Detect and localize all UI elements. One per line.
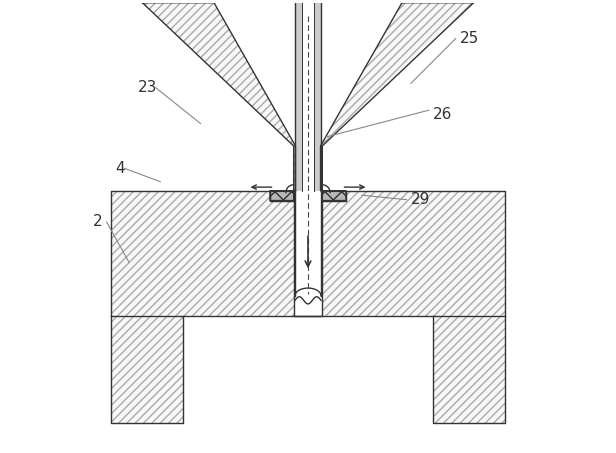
Polygon shape xyxy=(142,3,296,201)
Text: 25: 25 xyxy=(460,31,479,46)
Bar xyxy=(322,191,346,201)
Bar xyxy=(270,191,294,201)
Bar xyxy=(433,316,505,424)
Bar xyxy=(111,191,294,316)
Bar xyxy=(270,191,294,201)
Bar xyxy=(322,191,505,316)
Bar xyxy=(314,3,320,191)
Polygon shape xyxy=(320,3,474,201)
Bar xyxy=(296,3,302,191)
Text: 29: 29 xyxy=(411,192,431,207)
Bar xyxy=(111,316,183,424)
Bar xyxy=(322,191,346,201)
Text: 23: 23 xyxy=(138,80,157,95)
Text: 26: 26 xyxy=(433,107,453,122)
Text: 4: 4 xyxy=(116,161,125,176)
Text: 2: 2 xyxy=(93,215,103,230)
Bar xyxy=(295,191,321,296)
